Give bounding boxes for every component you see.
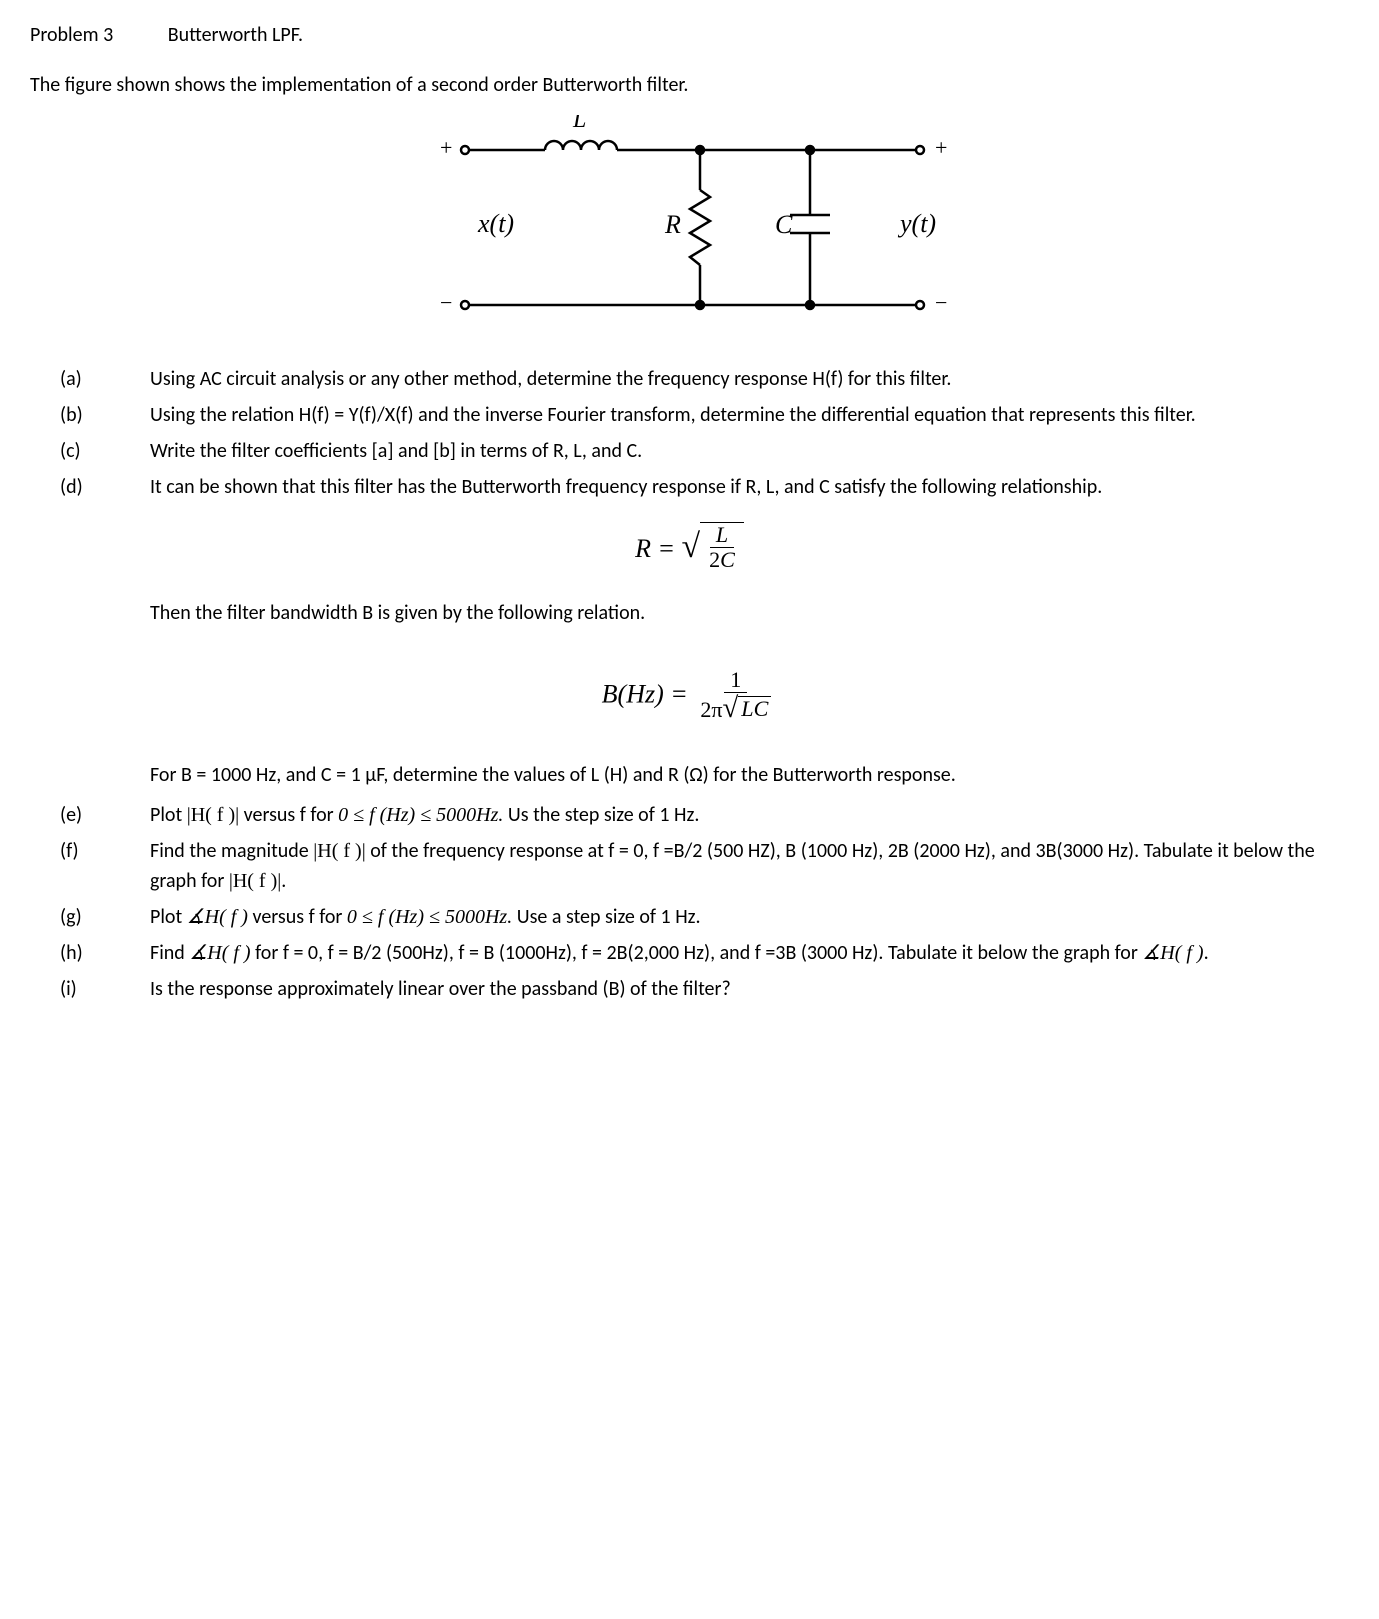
svg-text:+: +	[440, 135, 452, 160]
svg-text:y(t): y(t)	[897, 209, 936, 238]
mid-text-1: Then the filter bandwidth B is given by …	[150, 598, 1349, 628]
item-f-label: (f)	[30, 836, 150, 896]
item-a-text: Using AC circuit analysis or any other m…	[150, 364, 1349, 394]
problem-title: Butterworth LPF.	[168, 23, 303, 47]
item-b: (b) Using the relation H(f) = Y(f)/X(f) …	[30, 400, 1349, 430]
problem-number: Problem 3	[30, 20, 113, 50]
problem-header: Problem 3 Butterworth LPF.	[30, 20, 1349, 50]
item-b-label: (b)	[30, 400, 150, 430]
item-e-label: (e)	[30, 800, 150, 830]
item-g-text: Plot ∡H( f ) versus f for 0 ≤ f (Hz) ≤ 5…	[150, 902, 1349, 932]
svg-text:R: R	[664, 210, 681, 239]
item-a-label: (a)	[30, 364, 150, 394]
item-c-text: Write the filter coefficients [a] and [b…	[150, 436, 1349, 466]
item-b-text: Using the relation H(f) = Y(f)/X(f) and …	[150, 400, 1349, 430]
svg-text:+: +	[935, 135, 947, 160]
item-d-label: (d)	[30, 472, 150, 502]
item-f: (f) Find the magnitude |H( f )| of the f…	[30, 836, 1349, 896]
eq1-lhs: R =	[635, 534, 675, 563]
svg-text:−: −	[935, 290, 947, 315]
eq2-denrad: LC	[738, 696, 771, 721]
eq2-lhs: B(Hz) =	[602, 679, 688, 708]
item-c-label: (c)	[30, 436, 150, 466]
item-d: (d) It can be shown that this filter has…	[30, 472, 1349, 502]
item-g: (g) Plot ∡H( f ) versus f for 0 ≤ f (Hz)…	[30, 902, 1349, 932]
item-d-text: It can be shown that this filter has the…	[150, 472, 1349, 502]
item-i: (i) Is the response approximately linear…	[30, 974, 1349, 1004]
svg-text:L: L	[572, 115, 586, 133]
item-a: (a) Using AC circuit analysis or any oth…	[30, 364, 1349, 394]
eq2-num: 1	[724, 668, 747, 693]
item-h-text: Find ∡H( f ) for f = 0, f = B/2 (500Hz),…	[150, 938, 1349, 968]
eq1-num: L	[710, 523, 734, 548]
item-f-text: Find the magnitude |H( f )| of the frequ…	[150, 836, 1349, 896]
equation-R: R = √ L 22CC	[30, 522, 1349, 573]
intro-text: The figure shown shows the implementatio…	[30, 70, 1349, 100]
item-i-label: (i)	[30, 974, 150, 1004]
eq2-denpre: 2π	[700, 697, 722, 722]
item-e-text: Plot |H( f )| versus f for 0 ≤ f (Hz) ≤ …	[150, 800, 1349, 830]
item-h-label: (h)	[30, 938, 150, 968]
equation-B: B(Hz) = 1 2π√LC	[30, 668, 1349, 725]
mid-text-2: For B = 1000 Hz, and C = 1 µF, determine…	[150, 760, 1349, 790]
circuit-diagram: + L + − − x(t) y(t) R	[30, 115, 1349, 334]
item-h: (h) Find ∡H( f ) for f = 0, f = B/2 (500…	[30, 938, 1349, 968]
item-i-text: Is the response approximately linear ove…	[150, 974, 1349, 1004]
item-c: (c) Write the filter coefficients [a] an…	[30, 436, 1349, 466]
item-g-label: (g)	[30, 902, 150, 932]
svg-text:−: −	[440, 290, 452, 315]
svg-text:C: C	[775, 210, 793, 239]
item-e: (e) Plot |H( f )| versus f for 0 ≤ f (Hz…	[30, 800, 1349, 830]
svg-text:x(t): x(t)	[477, 209, 514, 238]
